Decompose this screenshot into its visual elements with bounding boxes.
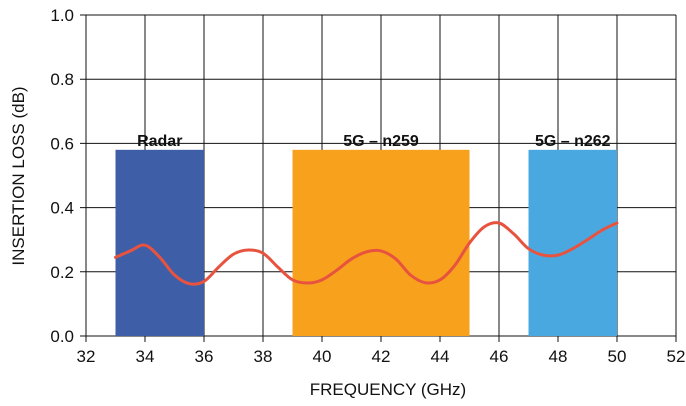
x-tick-label: 38 (254, 347, 273, 366)
band-rect (115, 149, 204, 336)
x-tick-label: 52 (667, 347, 686, 366)
x-tick-label: 36 (195, 347, 214, 366)
y-tick-label: 0.6 (50, 134, 74, 153)
band-rect (528, 149, 617, 336)
y-axis-title: INSERTION LOSS (dB) (9, 86, 28, 265)
band-label: 5G – n259 (343, 133, 419, 150)
x-tick-label: 44 (431, 347, 450, 366)
y-tick-label: 1.0 (50, 6, 74, 25)
x-tick-label: 50 (608, 347, 627, 366)
x-axis-title: FREQUENCY (GHz) (310, 380, 466, 399)
band-label: 5G – n262 (535, 133, 611, 150)
series-layer (114, 221, 619, 286)
band-rect (292, 149, 470, 336)
frequency-bands: Radar 5G – n259 5G – n262 (115, 133, 617, 336)
x-tick-label: 34 (136, 347, 155, 366)
y-tick-label: 0.4 (50, 199, 74, 218)
y-tick-label: 0.0 (50, 327, 74, 346)
x-tick-label: 48 (549, 347, 568, 366)
y-tick-label: 0.8 (50, 70, 74, 89)
x-tick-label: 42 (372, 347, 391, 366)
insertion-loss-line (114, 221, 619, 286)
x-tick-label: 46 (490, 347, 509, 366)
y-tick-label: 0.2 (50, 263, 74, 282)
x-tick-label: 40 (313, 347, 332, 366)
y-axis-ticks: 0.0 0.2 0.4 0.6 0.8 1.0 (50, 6, 74, 346)
band-label: Radar (137, 133, 182, 150)
x-tick-label: 32 (77, 347, 96, 366)
x-axis-ticks: 32 34 36 38 40 42 44 46 48 50 52 (77, 347, 686, 366)
